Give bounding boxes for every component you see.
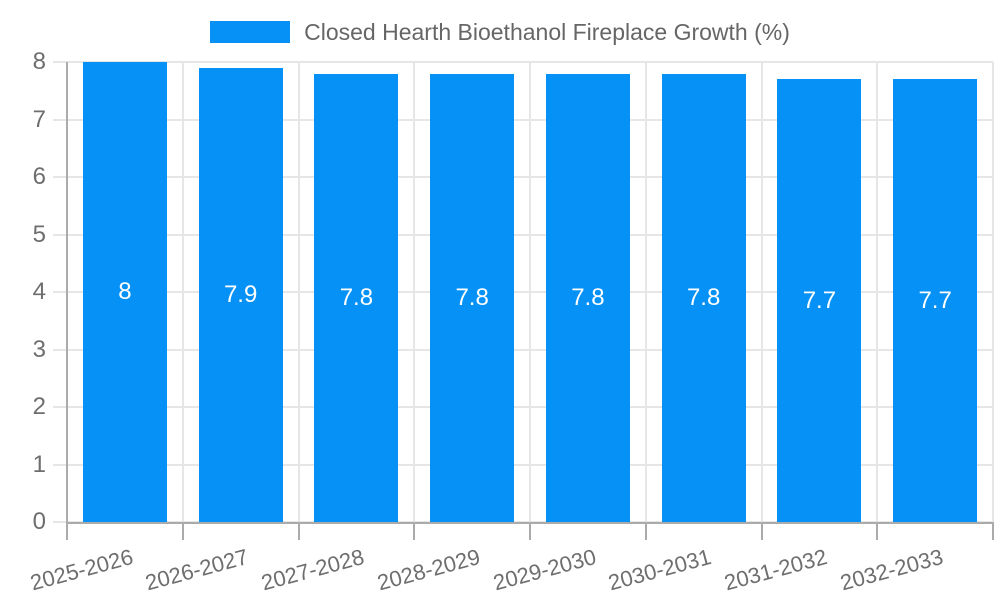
bar[interactable]	[777, 79, 862, 522]
x-gridline	[413, 62, 416, 522]
y-axis-line	[66, 62, 68, 540]
bar[interactable]	[198, 67, 283, 522]
bar-value-label: 7.7	[802, 286, 837, 314]
y-gridline	[53, 176, 993, 178]
y-gridline	[53, 463, 993, 466]
bar[interactable]	[661, 73, 746, 522]
bar[interactable]	[545, 73, 630, 522]
bar-value-label: 7.8	[571, 283, 605, 311]
x-tick-label-text: 2026-2027	[142, 544, 252, 596]
x-gridline	[760, 62, 763, 522]
y-tick-label: 4	[32, 278, 46, 305]
x-tick-label-text: 2027-2028	[258, 544, 367, 596]
bar-value-label: 7.8	[455, 283, 489, 311]
y-gridline	[53, 118, 993, 121]
y-tick-label: 1	[32, 450, 46, 478]
x-gridline	[644, 62, 647, 522]
y-gridline	[53, 348, 993, 351]
y-tick-label: 7	[32, 105, 46, 133]
x-tick-label-text: 2028-2029	[374, 544, 483, 596]
bar[interactable]	[314, 73, 399, 522]
y-gridline	[53, 61, 993, 63]
y-tick-label: 2	[32, 393, 46, 420]
y-tick-label: 6	[32, 163, 46, 190]
x-gridline	[529, 62, 531, 522]
x-tick-mark	[644, 522, 647, 540]
bar[interactable]	[82, 62, 167, 522]
bar-value-label: 7.9	[223, 280, 258, 308]
x-tick-label-text: 2032-2033	[837, 544, 946, 596]
legend-label: Closed Hearth Bioethanol Fireplace Growt…	[304, 19, 790, 45]
bar[interactable]	[893, 79, 978, 522]
y-gridline	[53, 406, 993, 408]
y-tick-label: 0	[32, 508, 46, 535]
x-tick-mark	[529, 522, 531, 540]
x-gridline	[181, 62, 184, 522]
x-tick-label-text: 2031-2032	[721, 544, 830, 596]
y-gridline	[53, 233, 993, 236]
y-gridline	[53, 291, 993, 293]
x-tick-mark	[760, 522, 763, 540]
bar-value-label: 7.8	[686, 283, 721, 311]
x-tick-mark	[297, 522, 300, 540]
x-gridline	[297, 62, 300, 522]
x-tick-mark	[876, 522, 879, 540]
x-tick-label-text: 2029-2030	[490, 544, 599, 596]
bar-value-label: 7.8	[339, 283, 374, 311]
y-tick-label: 5	[32, 220, 46, 248]
x-gridline	[992, 62, 994, 522]
bar-value-label: 8	[118, 278, 132, 305]
x-gridline	[876, 62, 879, 522]
x-axis-line	[66, 522, 994, 524]
legend-swatch	[210, 21, 291, 43]
legend[interactable]: Closed Hearth Bioethanol Fireplace Growt…	[0, 19, 1000, 45]
bar[interactable]	[430, 73, 515, 522]
x-tick-label-text: 2030-2031	[605, 544, 715, 596]
y-tick-label: 8	[32, 48, 46, 75]
y-tick-label: 3	[32, 335, 46, 363]
x-tick-mark	[992, 522, 994, 540]
x-tick-mark	[413, 522, 416, 540]
x-tick-mark	[181, 522, 184, 540]
x-tick-label-text: 2025-2026	[27, 544, 136, 596]
bar-value-label: 7.7	[918, 286, 952, 314]
